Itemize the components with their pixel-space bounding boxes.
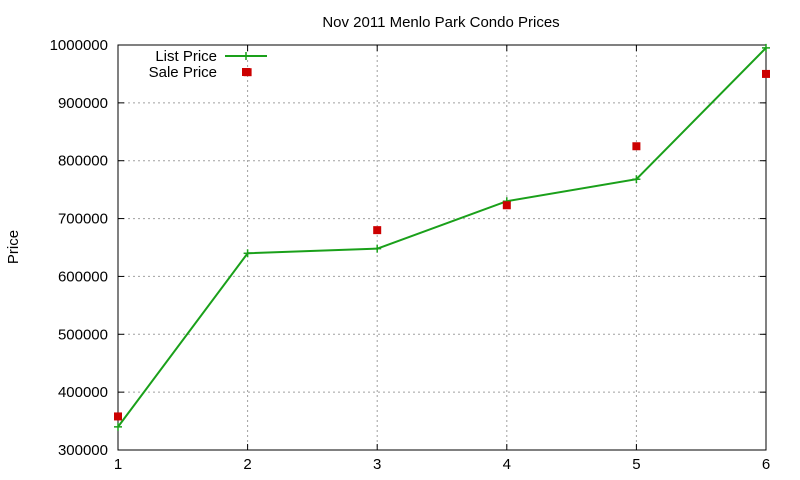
y-tick-label: 800000 <box>58 153 108 170</box>
x-tick-label: 2 <box>243 456 251 473</box>
sale-price-point <box>632 142 641 151</box>
legend-label: Sale Price <box>149 64 217 81</box>
x-tick-label: 4 <box>503 456 511 473</box>
sale-price-point <box>762 69 770 78</box>
x-tick-label: 5 <box>632 456 640 473</box>
list-price-point <box>632 175 641 184</box>
axis-ticks: 1 2 3 4 5 6 300000 400000 500000 600000 700000 8000… <box>50 37 771 473</box>
sale-price-point <box>114 412 122 421</box>
legend-label: List Price <box>155 48 217 65</box>
x-tick-label: 3 <box>373 456 381 473</box>
y-tick-label: 400000 <box>58 384 108 401</box>
legend-square-swatch <box>242 68 250 76</box>
y-tick-label: 1000000 <box>50 37 108 54</box>
y-tick-label: 600000 <box>58 268 108 285</box>
list-price-line <box>117 47 767 428</box>
x-tick-label: 6 <box>762 456 770 473</box>
list-price-point <box>373 244 382 253</box>
y-axis-label: Price <box>5 230 22 264</box>
list-price-point <box>762 43 770 52</box>
series-layer <box>114 43 770 431</box>
x-tick-label: 1 <box>114 456 122 473</box>
plot-frame <box>117 44 767 451</box>
list-price-point <box>114 422 122 431</box>
list-price-point <box>243 249 252 258</box>
grid <box>118 45 766 450</box>
sale-price-point <box>502 201 511 210</box>
chart-title: Nov 2011 Menlo Park Condo Prices <box>322 14 559 31</box>
sale-price-point <box>373 226 382 235</box>
y-tick-label: 500000 <box>58 326 108 343</box>
y-tick-label: 300000 <box>58 442 108 459</box>
y-tick-label: 900000 <box>58 95 108 112</box>
y-tick-label: 700000 <box>58 211 108 228</box>
